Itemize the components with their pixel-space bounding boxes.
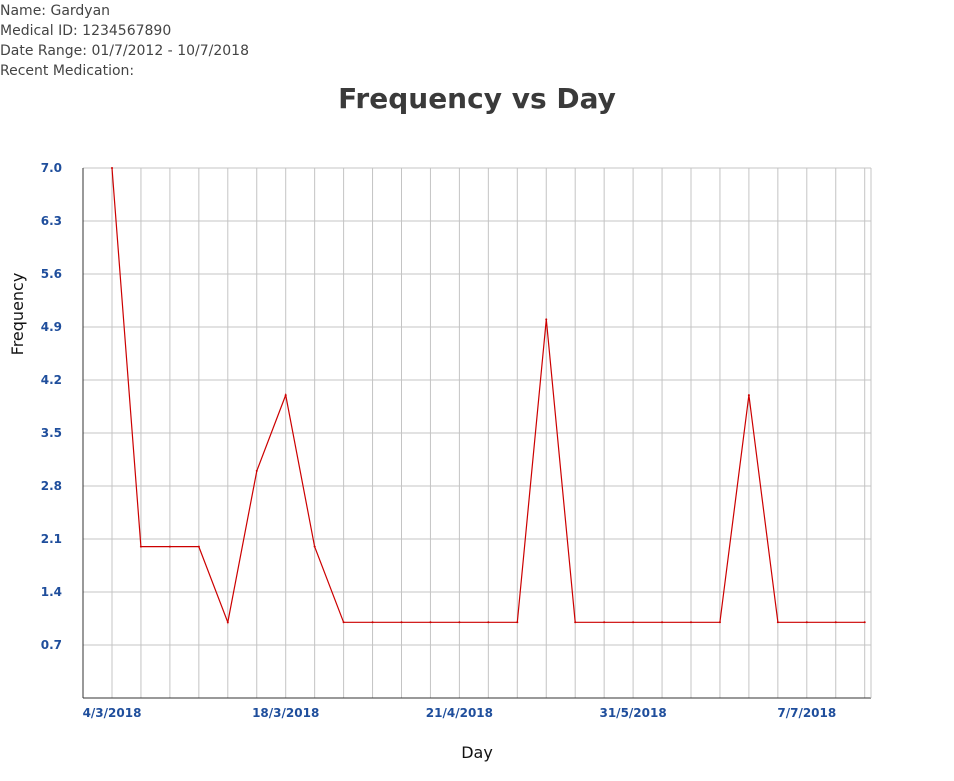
data-point [516, 621, 519, 624]
y-tick-label: 4.2 [41, 373, 62, 387]
series-layer [111, 167, 866, 625]
x-tick-label: 31/5/2018 [599, 706, 666, 720]
data-point [284, 394, 287, 397]
data-point [603, 621, 606, 624]
y-tick-label: 7.0 [41, 161, 62, 175]
tick-labels: 0.7 1.4 2.1 2.8 3.5 4.2 4.9 5.6 6.3 7.0 4/3/2018 18… [41, 161, 837, 720]
y-tick-label: 5.6 [41, 267, 62, 281]
data-point [371, 621, 374, 624]
y-tick-label: 6.3 [41, 214, 62, 228]
patient-medical-id: Medical ID: 1234567890 [0, 23, 172, 39]
x-tick-label: 7/7/2018 [777, 706, 836, 720]
patient-name: Name: Gardyan [0, 3, 111, 19]
x-tick-label: 4/3/2018 [83, 706, 142, 720]
data-point [545, 318, 548, 321]
y-tick-label: 4.9 [41, 320, 62, 334]
y-tick-label: 3.5 [41, 426, 62, 440]
data-point [429, 621, 432, 624]
grid [83, 167, 871, 698]
data-point [255, 469, 258, 472]
y-tick-label: 0.7 [41, 638, 62, 652]
data-point [718, 621, 721, 624]
data-point [197, 545, 200, 548]
data-point [168, 545, 171, 548]
y-tick-label: 2.8 [41, 479, 62, 493]
data-point [487, 621, 490, 624]
y-tick-label: 1.4 [41, 585, 62, 599]
chart-title: Frequency vs Day [338, 82, 616, 115]
x-tick-label: 18/3/2018 [252, 706, 319, 720]
data-point [834, 621, 837, 624]
data-point [313, 545, 316, 548]
data-point [400, 621, 403, 624]
data-point [805, 621, 808, 624]
data-point [690, 621, 692, 624]
patient-date-range: Date Range: 01/7/2012 - 10/7/2018 [0, 43, 249, 59]
data-point [139, 545, 142, 548]
patient-recent-medication: Recent Medication: [0, 63, 135, 79]
data-point [111, 167, 113, 169]
y-axis-title: Frequency [8, 273, 27, 356]
data-point [458, 621, 461, 624]
data-point [776, 621, 779, 624]
x-axis-title: Day [461, 743, 493, 762]
data-point [574, 621, 577, 624]
x-tick-label: 21/4/2018 [426, 706, 493, 720]
data-point [342, 621, 345, 624]
y-tick-label: 2.1 [41, 532, 62, 546]
data-point [661, 621, 664, 624]
data-point [863, 621, 866, 624]
data-point [747, 394, 750, 397]
axes [82, 168, 872, 699]
patient-info: Name: Gardyan Medical ID: 1234567890 Dat… [0, 1, 249, 81]
data-point [226, 621, 229, 624]
data-point [632, 621, 635, 624]
